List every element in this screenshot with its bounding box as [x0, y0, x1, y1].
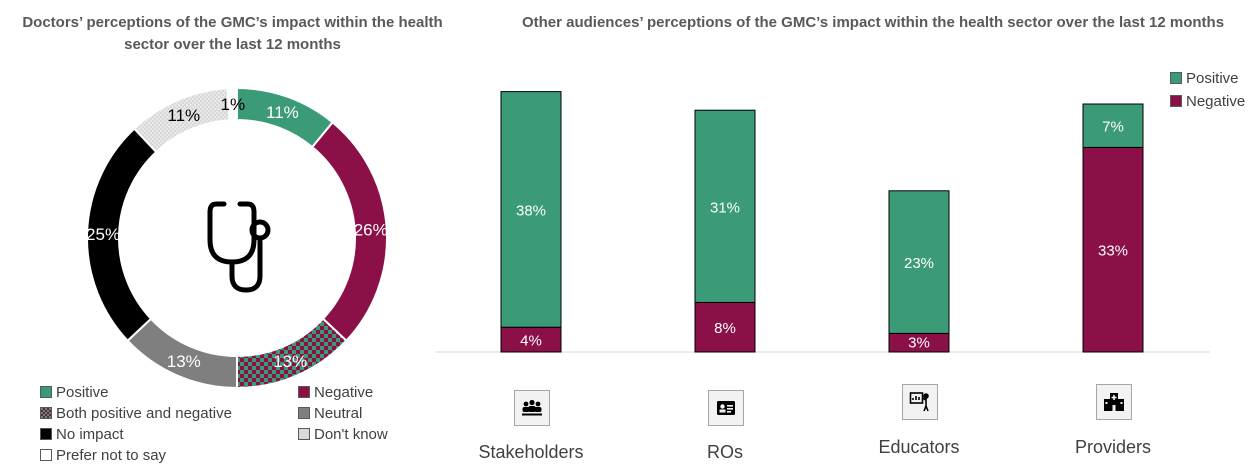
- bar-chart-title: Other audiences’ perceptions of the GMC’…: [521, 14, 1225, 31]
- legend-label: No impact: [56, 426, 124, 443]
- donut-chart-title: Doctors’ perceptions of the GMC’s impact…: [22, 14, 443, 53]
- bar-providers-negative: [1082, 146, 1144, 353]
- legend-item-negative: Negative: [298, 384, 373, 402]
- bar-educators-positive: [888, 190, 950, 334]
- stethoscope-icon: [207, 201, 271, 293]
- legend-swatch-no-impact: [40, 428, 52, 440]
- stacked-bar-chart: 4% 38% 8% 31% 3% 23% 33% 7%: [435, 91, 1210, 353]
- bar-label-educators-negative: 3%: [908, 335, 930, 352]
- hospital-icon: [1104, 393, 1124, 411]
- ros-icon-box: [708, 390, 744, 426]
- category-label-ros: ROs: [707, 442, 743, 462]
- bar-label-stakeholders-positive: 38%: [516, 202, 546, 219]
- legend-swatch-prefer-not-to-say: [40, 449, 52, 461]
- donut-label-prefer-not-to-say: 1%: [221, 95, 246, 114]
- legend-swatch-positive: [40, 386, 52, 398]
- bar-legend-label: Negative: [1186, 93, 1246, 110]
- legend-swatch-don-t-know: [298, 428, 310, 440]
- bar-ros-positive: [694, 109, 756, 303]
- group-icon: [522, 399, 542, 416]
- educators-icon-box: [902, 384, 938, 420]
- legend-label: Neutral: [314, 405, 363, 422]
- legend-label: Negative: [314, 384, 374, 401]
- category-label-educators: Educators: [878, 437, 960, 457]
- bar-legend-swatch-positive: [1170, 72, 1182, 84]
- bar-label-providers-negative: 33%: [1098, 243, 1128, 260]
- bar-label-stakeholders-negative: 4%: [520, 333, 542, 350]
- bar-label-ros-negative: 8%: [714, 320, 736, 337]
- legend-label: Don't know: [314, 426, 388, 443]
- donut-label-neutral: 13%: [167, 352, 201, 371]
- donut-label-both-positive-and-negative: 13%: [273, 352, 307, 371]
- legend-swatch-both-positive-and-negative: [40, 407, 52, 419]
- id-card-icon: [717, 401, 735, 415]
- bar-stakeholders-negative: [500, 326, 562, 353]
- providers-icon-box: [1096, 384, 1132, 420]
- legend-swatch-negative: [298, 386, 310, 398]
- legend-label: Prefer not to say: [56, 447, 167, 464]
- bar-stakeholders-positive: [500, 91, 562, 328]
- legend-item-both-positive-and-negative: Both positive and negative: [40, 405, 232, 423]
- bar-legend-label: Positive: [1186, 70, 1239, 87]
- category-label-providers: Providers: [1074, 437, 1152, 457]
- bar-label-ros-positive: 31%: [710, 199, 740, 216]
- legend-label: Both positive and negative: [56, 405, 232, 422]
- legend-label: Positive: [56, 384, 109, 401]
- legend-item-positive: Positive: [40, 384, 109, 402]
- category-label-stakeholders: Stakeholders: [478, 442, 584, 462]
- bar-label-providers-positive: 7%: [1102, 119, 1124, 136]
- bar-providers-positive: [1082, 103, 1144, 148]
- legend-item-prefer-not-to-say: Prefer not to say: [40, 447, 166, 465]
- bar-label-educators-positive: 23%: [904, 255, 934, 272]
- stakeholders-icon-box: [514, 390, 550, 426]
- donut-label-negative: 26%: [354, 221, 388, 240]
- legend-item-neutral: Neutral: [298, 405, 362, 423]
- donut-slice-prefer-not-to-say: [226, 86, 238, 122]
- presenter-icon: [909, 392, 929, 412]
- donut-label-positive: 11%: [266, 103, 299, 122]
- legend-swatch-neutral: [298, 407, 310, 419]
- donut-label-no-impact: 25%: [86, 225, 120, 244]
- bar-ros-negative: [694, 301, 756, 353]
- legend-item-don-t-know: Don't know: [298, 426, 388, 444]
- bar-legend-item-negative: Negative: [1170, 93, 1245, 111]
- bar-legend-item-positive: Positive: [1170, 70, 1239, 88]
- legend-item-no-impact: No impact: [40, 426, 124, 444]
- donut-label-don-t-know: 11%: [167, 106, 200, 125]
- bar-legend-swatch-negative: [1170, 95, 1182, 107]
- donut-chart: 11% 26% 13% 13% 25% 11% 1%: [86, 86, 388, 390]
